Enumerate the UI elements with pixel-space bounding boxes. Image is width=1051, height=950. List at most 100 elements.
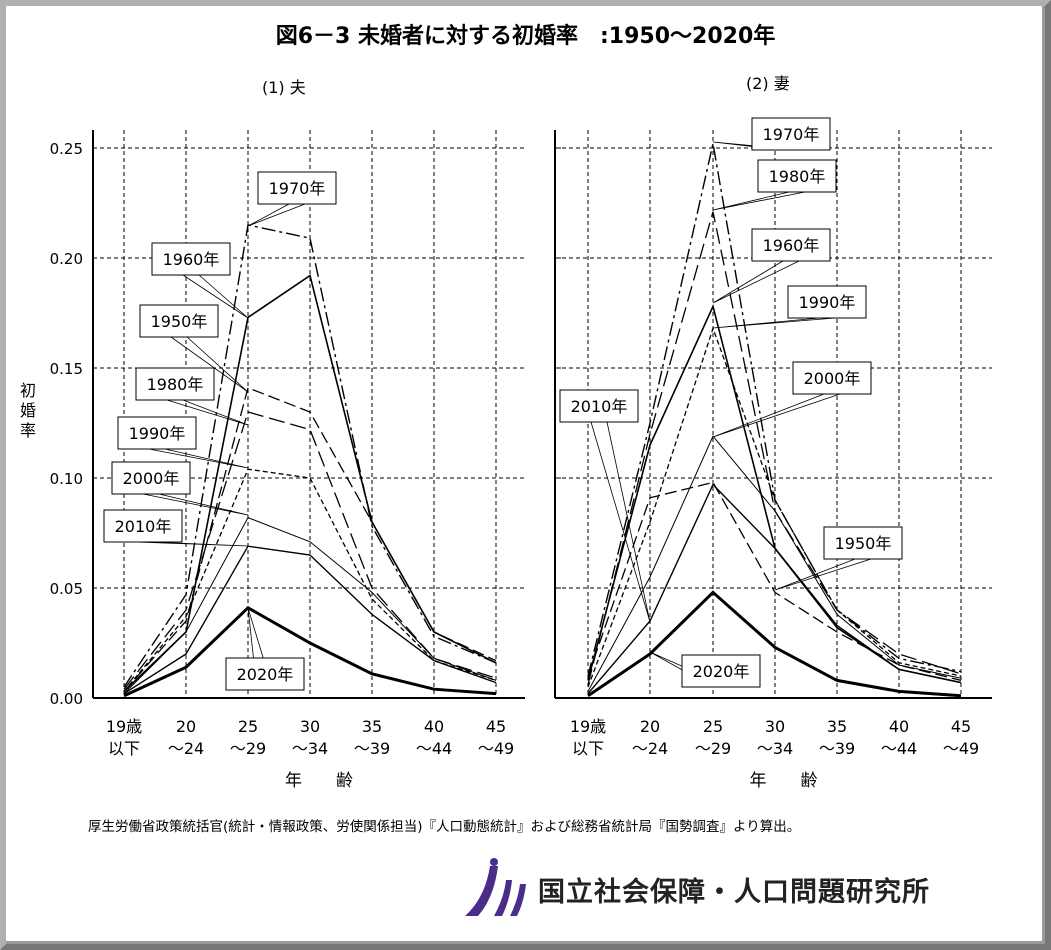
x-tick-label: ～44 <box>416 739 452 758</box>
callout-box <box>257 171 337 205</box>
logo-text: 国立社会保障・人口問題研究所 <box>538 876 930 908</box>
x-tick-label: ～49 <box>478 739 514 758</box>
y-axis-label: 初 <box>20 381 36 400</box>
y-tick-label: 0.10 <box>50 470 83 488</box>
series-label: 2020年 <box>693 662 750 681</box>
callout-box <box>757 159 837 193</box>
series-label: 1990年 <box>129 424 186 443</box>
callout-box <box>751 117 831 151</box>
series-line-1970 <box>123 224 497 688</box>
callout-leader <box>774 558 872 591</box>
y-tick-label: 0.15 <box>50 360 83 378</box>
x-tick-label: 25 <box>238 717 258 736</box>
series-label: 1980年 <box>147 375 204 394</box>
x-tick-label: 45 <box>486 717 506 736</box>
callout-box <box>823 526 903 560</box>
panel-title-wife: (2) 妻 <box>746 74 790 93</box>
x-tick-label: 30 <box>765 717 785 736</box>
callout-leader <box>712 393 841 438</box>
callout-leader <box>712 191 806 211</box>
x-tick-label: 20 <box>640 717 660 736</box>
panel-title-husband: (1) 夫 <box>262 78 306 97</box>
x-tick-label: ～24 <box>168 739 204 758</box>
series-line-1980 <box>123 411 497 690</box>
callout-box <box>135 367 215 401</box>
callout-box <box>559 389 639 423</box>
x-axis-label: 年 齢 <box>285 771 353 791</box>
logo-mark-icon <box>465 858 526 916</box>
callout-box <box>139 304 219 338</box>
x-tick-label: ～49 <box>943 739 979 758</box>
callout-leader <box>166 399 249 426</box>
y-tick-label: 0.20 <box>50 250 83 268</box>
callout-leader <box>170 336 249 393</box>
series-label: 1970年 <box>763 125 820 144</box>
chart-title: 図6－3 未婚者に対する初婚率 :1950～2020年 <box>275 24 776 49</box>
x-tick-label: 30 <box>300 717 320 736</box>
callout-leader <box>134 541 249 547</box>
callout-leader <box>712 260 800 304</box>
x-tick-label: 35 <box>827 717 847 736</box>
callout-box <box>151 242 231 276</box>
x-tick-label: 25 <box>703 717 723 736</box>
series-label: 2000年 <box>123 469 180 488</box>
y-tick-label: 0.00 <box>50 690 83 708</box>
callout-box <box>792 361 872 395</box>
x-tick-label: ～34 <box>757 739 793 758</box>
x-tick-label: 19歳 <box>106 717 142 736</box>
series-label: 1960年 <box>163 250 220 269</box>
source-note: 厚生労働省政策統括官(統計・情報政策、労使関係担当)『人口動態統計』および総務省… <box>88 819 801 835</box>
callout-leader <box>590 421 651 623</box>
x-tick-label: ～24 <box>632 739 668 758</box>
x-tick-label: ～29 <box>695 739 731 758</box>
callout-box <box>111 461 191 495</box>
x-tick-label: 35 <box>362 717 382 736</box>
series-label: 2020年 <box>237 665 294 684</box>
series-label: 1960年 <box>763 236 820 255</box>
x-tick-label: ～29 <box>230 739 266 758</box>
series-label: 1950年 <box>835 534 892 553</box>
callout-leader <box>142 493 249 516</box>
callout-leader <box>148 448 249 469</box>
series-label: 2010年 <box>571 397 628 416</box>
x-tick-label: ～44 <box>881 739 917 758</box>
callout-leader <box>247 203 306 227</box>
x-axis-label: 年 齢 <box>750 771 818 791</box>
x-tick-label: 以下 <box>572 739 604 758</box>
series-label: 1950年 <box>151 312 208 331</box>
x-tick-label: ～39 <box>819 739 855 758</box>
x-tick-label: ～39 <box>354 739 390 758</box>
callout-box <box>117 416 197 450</box>
x-tick-label: 40 <box>889 717 909 736</box>
y-tick-label: 0.25 <box>50 140 83 158</box>
x-tick-label: 19歳 <box>570 717 606 736</box>
series-line-1950 <box>587 481 962 682</box>
x-tick-label: ～34 <box>292 739 328 758</box>
callout-box <box>787 285 867 319</box>
y-axis-label: 率 <box>20 421 36 440</box>
y-axis-label: 婚 <box>20 401 36 420</box>
x-tick-label: 20 <box>176 717 196 736</box>
x-tick-label: 40 <box>424 717 444 736</box>
series-line-2020 <box>123 605 497 698</box>
callout-box <box>681 654 761 688</box>
callout-leader <box>182 274 249 319</box>
series-label: 1980年 <box>769 167 826 186</box>
series-line-1990 <box>587 326 962 688</box>
logo: 国立社会保障・人口問題研究所 <box>460 858 930 920</box>
callout-box <box>751 228 831 262</box>
x-tick-label: 45 <box>951 717 971 736</box>
series-label: 1990年 <box>799 293 856 312</box>
y-tick-label: 0.05 <box>50 580 83 598</box>
series-line-2020 <box>587 590 962 698</box>
callout-leader <box>712 317 836 329</box>
series-line-2000 <box>123 516 497 694</box>
series-label: 2000年 <box>804 369 861 388</box>
callout-box <box>103 509 183 543</box>
callout-box <box>225 657 305 691</box>
x-tick-label: 以下 <box>108 739 140 758</box>
series-label: 2010年 <box>115 517 172 536</box>
series-line-2000 <box>587 435 962 692</box>
